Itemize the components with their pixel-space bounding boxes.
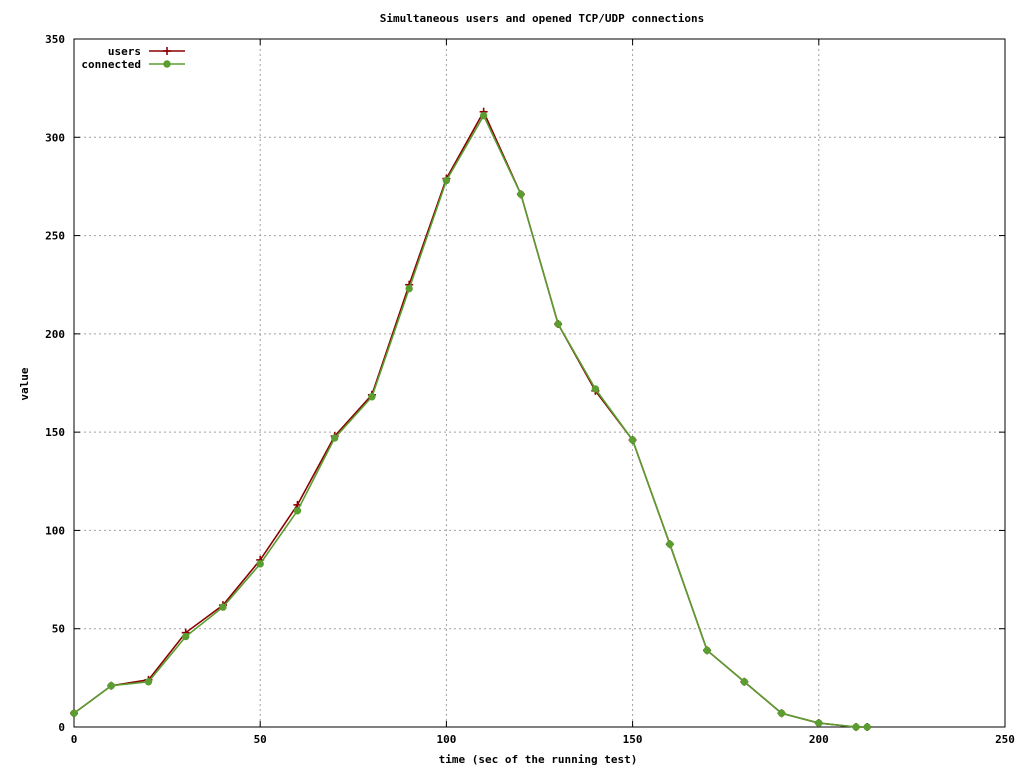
legend-marker [163,60,171,68]
x-tick-label: 250 [995,733,1015,746]
data-point-connected [256,560,264,568]
data-point-connected [815,719,823,727]
series-line-connected [73,113,868,728]
x-tick-label: 50 [254,733,267,746]
x-tick-label: 150 [623,733,643,746]
data-point-connected [144,678,153,686]
legend-marker [163,47,171,55]
data-point-connected [666,540,674,548]
data-point-connected [70,709,78,717]
data-point-connected [777,709,786,717]
y-tick-label: 350 [45,33,65,46]
y-tick-label: 50 [52,623,65,636]
x-tick-label: 0 [71,733,78,746]
data-point-connected [405,284,413,293]
data-point-connected [293,507,302,515]
chart-title: Simultaneous users and opened TCP/UDP co… [380,12,705,25]
axis-ticks: 0 50 100 150 200 250 300 350 0 50 100 150 200 250 [45,33,1015,746]
grid [74,39,1005,727]
data-point-connected [479,111,488,120]
series-line-users [73,109,868,728]
data-point-connected [591,385,600,393]
x-axis-title: time (sec of the running test) [439,753,638,766]
x-tick-label: 200 [809,733,829,746]
y-tick-label: 150 [45,426,65,439]
data-point-connected [554,320,562,328]
data-point-connected [517,190,525,198]
data-point-connected [442,176,451,185]
data-point-connected [330,434,339,442]
y-tick-label: 300 [45,131,65,144]
data-point-connected [107,682,115,690]
y-tick-label: 0 [58,721,65,734]
data-point-connected [219,603,227,611]
legend-label: connected [81,58,141,71]
series-users [70,107,872,731]
y-tick-label: 250 [45,230,65,243]
y-axis-title: value [18,367,31,400]
legend-label: users [108,45,141,58]
data-point-connected [740,678,749,686]
y-tick-label: 100 [45,524,65,537]
series-group [70,107,872,731]
data-point-connected [628,436,637,444]
data-point-connected [368,393,376,401]
data-point-connected [852,723,860,731]
data-point-connected [863,723,871,731]
y-tick-label: 200 [45,328,65,341]
data-point-connected [703,646,711,655]
legend-item-users: users [108,45,185,58]
plot-frame [73,38,1006,728]
x-tick-label: 100 [436,733,456,746]
legend-item-connected: connected [81,58,185,71]
data-point-connected [182,632,190,641]
series-connected [70,111,871,731]
